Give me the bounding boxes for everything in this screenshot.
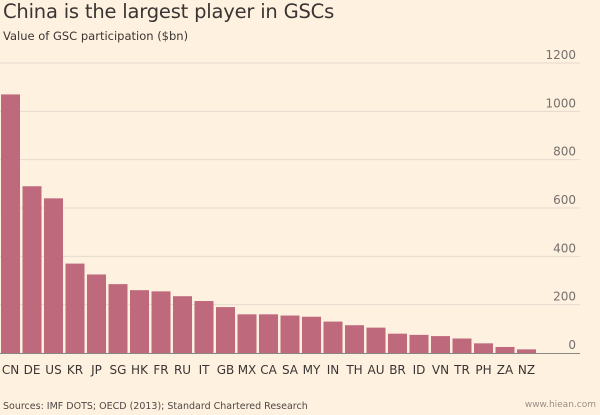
source-note: Sources: IMF DOTS; OECD (2013); Standard… bbox=[3, 401, 308, 412]
bar-nz bbox=[517, 349, 536, 353]
x-tick-label: PH bbox=[475, 363, 491, 377]
y-tick-label: 400 bbox=[553, 241, 576, 255]
x-tick-label: MX bbox=[238, 363, 257, 377]
x-tick-label: ZA bbox=[497, 363, 514, 377]
x-tick-label: IT bbox=[199, 363, 211, 377]
x-tick-label: GB bbox=[217, 363, 235, 377]
bar-cn bbox=[1, 94, 20, 354]
x-tick-label: JP bbox=[90, 363, 102, 377]
x-tick-label: RU bbox=[174, 363, 191, 377]
bar-ph bbox=[474, 343, 493, 353]
x-tick-label: KR bbox=[67, 363, 83, 377]
bar-ca bbox=[259, 314, 278, 353]
bar-kr bbox=[65, 263, 85, 353]
bar-vn bbox=[431, 336, 450, 353]
x-tick-label: ID bbox=[413, 363, 426, 377]
bar-za bbox=[495, 346, 515, 353]
bar-ru bbox=[173, 296, 192, 353]
y-tick-label: 200 bbox=[553, 290, 576, 304]
bar-us bbox=[44, 198, 63, 353]
bar-it bbox=[194, 301, 214, 353]
x-tick-label: TR bbox=[453, 363, 470, 377]
bar-fr bbox=[151, 291, 171, 353]
x-tick-label: AU bbox=[368, 363, 385, 377]
x-tick-label: BR bbox=[389, 363, 406, 377]
axes: 0 200 400 600 800 1000 1200 CN DE US KR JP SG HK FR RU I… bbox=[0, 48, 580, 377]
bar-in bbox=[323, 321, 343, 353]
x-tick-label: VN bbox=[432, 363, 449, 377]
x-tick-label: NZ bbox=[518, 363, 535, 377]
bar-br bbox=[388, 333, 407, 353]
y-tick-label: 1000 bbox=[545, 96, 576, 110]
bar-au bbox=[366, 327, 386, 353]
bar-tr bbox=[452, 338, 472, 353]
bars bbox=[1, 94, 536, 354]
x-tick-label: MY bbox=[303, 363, 321, 377]
x-tick-label: TH bbox=[345, 363, 362, 377]
bar-gb bbox=[216, 307, 235, 353]
x-tick-label: CN bbox=[2, 363, 19, 377]
bar-de bbox=[22, 186, 42, 353]
y-tick-label: 1200 bbox=[545, 48, 576, 62]
x-tick-label: IN bbox=[327, 363, 340, 377]
bar-sg bbox=[108, 284, 128, 353]
bar-mx bbox=[237, 314, 257, 353]
x-tick-label: US bbox=[45, 363, 61, 377]
bar-id bbox=[409, 334, 429, 353]
y-tick-label: 800 bbox=[553, 145, 576, 159]
x-tick-label: SA bbox=[282, 363, 299, 377]
chart-subtitle: Value of GSC participation ($bn) bbox=[3, 29, 189, 43]
chart-title: China is the largest player in GSCs bbox=[3, 0, 335, 23]
bar-hk bbox=[130, 290, 149, 353]
y-tick-label: 0 bbox=[568, 338, 576, 352]
x-tick-label: CA bbox=[260, 363, 277, 377]
bar-jp bbox=[87, 274, 106, 353]
watermark: www.hiean.com bbox=[524, 400, 596, 410]
bar-sa bbox=[280, 315, 300, 353]
y-tick-label: 600 bbox=[553, 193, 576, 207]
x-tick-label: FR bbox=[153, 363, 168, 377]
x-tick-label: DE bbox=[24, 363, 41, 377]
x-tick-label: SG bbox=[110, 363, 127, 377]
gridlines bbox=[0, 62, 580, 306]
bar-th bbox=[345, 325, 364, 353]
bar-my bbox=[302, 316, 321, 353]
x-tick-label: HK bbox=[131, 363, 149, 377]
